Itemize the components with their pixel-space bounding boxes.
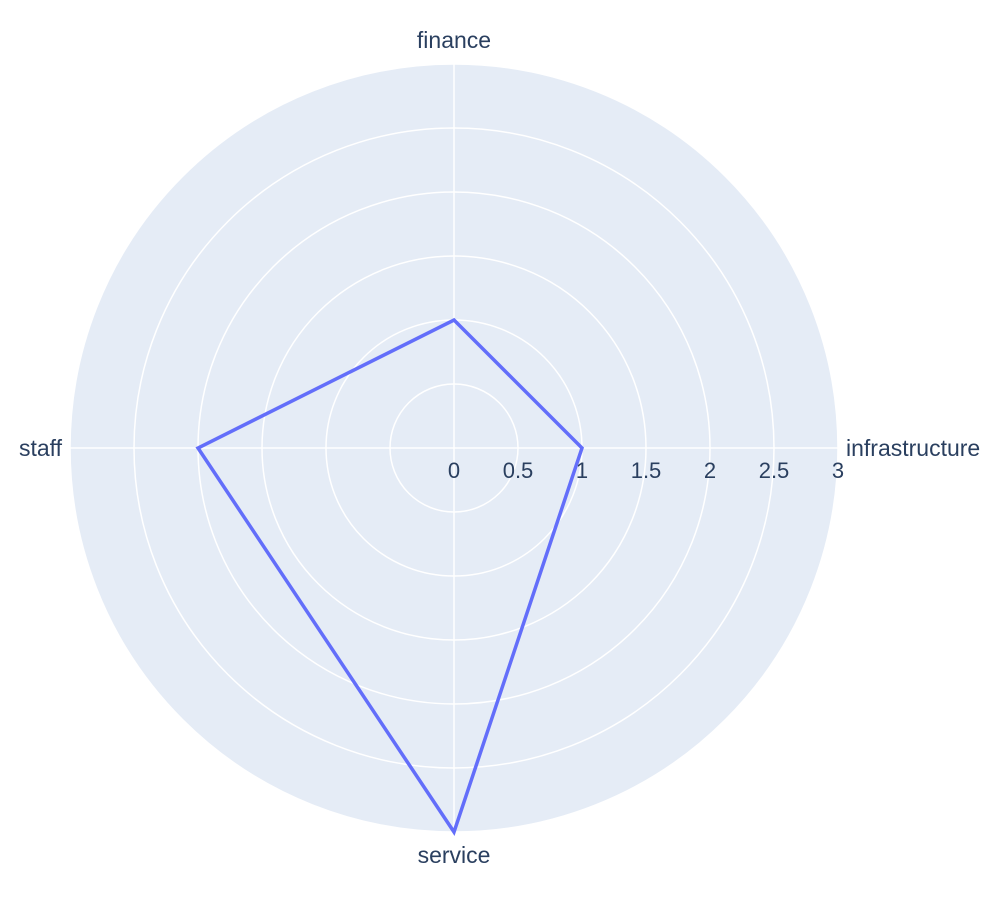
category-label-infrastructure: infrastructure <box>846 435 980 461</box>
category-label-finance: finance <box>417 27 491 53</box>
radial-tick-label: 1.5 <box>631 458 662 483</box>
radial-tick-label: 2.5 <box>759 458 790 483</box>
radial-tick-label: 0 <box>448 458 460 483</box>
series-layer <box>195 317 585 836</box>
category-label-staff: staff <box>19 435 63 461</box>
grid-lines <box>69 63 839 833</box>
radial-tick-label: 3 <box>832 458 844 483</box>
radial-tick-label: 0.5 <box>503 458 534 483</box>
series-line <box>195 317 585 836</box>
category-label-service: service <box>418 842 491 868</box>
radial-tick-labels: 0 0.5 1 1.5 2 2.5 3 <box>448 458 844 483</box>
radial-tick-label: 2 <box>704 458 716 483</box>
category-axis-labels: finance infrastructure service staff <box>19 27 980 868</box>
radial-tick-label: 1 <box>576 458 588 483</box>
